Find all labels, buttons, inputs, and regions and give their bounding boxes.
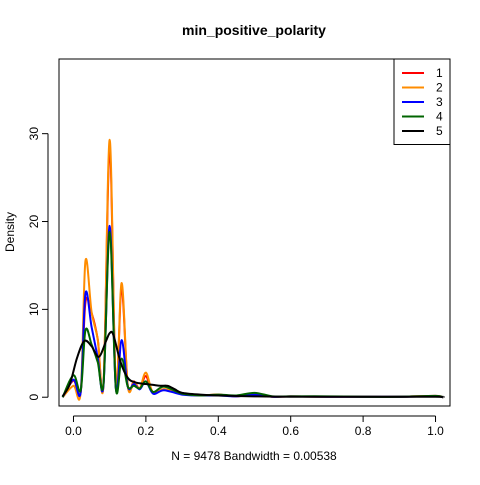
x-axis: 0.0 0.2 0.4 0.6 0.8 1.0 — [65, 415, 444, 438]
x-axis-label: N = 9478 Bandwidth = 0.00538 — [171, 449, 337, 463]
series-layer — [61, 138, 445, 401]
legend-label-4: 4 — [436, 110, 443, 124]
series-line-5 — [61, 330, 445, 399]
plot-frame — [58, 58, 451, 407]
y-axis: 0 10 20 30 — [27, 127, 49, 401]
x-tick-label: 0.4 — [210, 424, 227, 438]
y-tick-label: 30 — [27, 127, 41, 141]
legend-label-5: 5 — [436, 124, 443, 138]
y-tick-label: 20 — [27, 215, 41, 229]
x-tick-label: 0.2 — [138, 424, 155, 438]
x-tick-label: 1.0 — [427, 424, 444, 438]
chart-title: min_positive_polarity — [182, 22, 326, 38]
y-tick-label: 0 — [27, 394, 41, 401]
legend-label-1: 1 — [436, 66, 443, 80]
legend-label-3: 3 — [436, 95, 443, 109]
y-tick-label: 10 — [27, 302, 41, 316]
x-tick-label: 0.8 — [355, 424, 372, 438]
y-axis-label: Density — [3, 212, 17, 252]
legend-label-2: 2 — [436, 81, 443, 95]
x-tick-label: 0.0 — [65, 424, 82, 438]
x-tick-label: 0.6 — [282, 424, 299, 438]
